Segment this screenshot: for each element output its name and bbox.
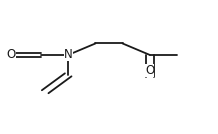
Text: O: O <box>7 48 16 62</box>
Text: N: N <box>64 48 73 62</box>
Text: O: O <box>145 64 154 77</box>
